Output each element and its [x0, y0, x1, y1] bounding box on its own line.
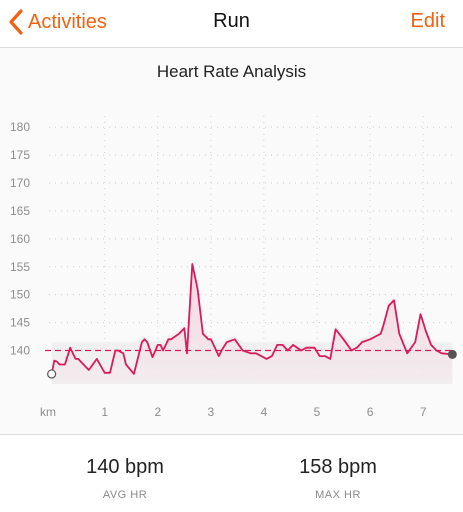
end-point-marker	[447, 349, 457, 359]
y-tick-label: 180	[10, 120, 30, 134]
y-tick-label: 150	[10, 288, 30, 302]
x-tick-label: 3	[208, 405, 215, 419]
divider	[0, 434, 463, 435]
x-tick-label: 4	[261, 405, 268, 419]
avg-hr-value: 140 bpm	[86, 456, 164, 478]
heart-rate-chart: 180 175 170 165 160 155 150 145 140 km 1 2 3 4 5 6 7	[0, 96, 463, 434]
avg-hr-stat: 140 bpm AVG HR	[35, 456, 215, 501]
x-tick-label: 5	[314, 405, 321, 419]
max-hr-stat: 158 bpm MAX HR	[248, 456, 428, 501]
y-tick-label: 155	[10, 260, 30, 274]
x-tick-label: 6	[367, 405, 374, 419]
y-tick-label: 160	[10, 232, 30, 246]
y-tick-label: 170	[10, 176, 30, 190]
navigation-bar: Activities Run Edit	[0, 0, 463, 44]
x-tick-label: 7	[420, 405, 427, 419]
y-tick-label: 175	[10, 148, 30, 162]
max-hr-label: MAX HR	[315, 489, 361, 501]
chevron-left-icon	[8, 9, 24, 35]
heart-rate-line	[50, 263, 453, 375]
section-title: Heart Rate Analysis	[156, 62, 307, 81]
stats-panel: 140 bpm AVG HR 158 bpm MAX HR	[0, 436, 463, 512]
y-tick-label: 165	[10, 204, 30, 218]
start-point-marker	[47, 369, 57, 379]
page-title: Run	[213, 10, 250, 32]
area-fill	[51, 264, 453, 384]
divider	[0, 47, 463, 48]
heart-rate-chart-svg: 180 175 170 165 160 155 150 145 140 km 1 2 3 4 5 6 7	[10, 116, 457, 419]
y-tick-label: 140	[10, 344, 30, 358]
x-tick-label: 1	[101, 405, 108, 419]
y-tick-label: 145	[10, 316, 30, 330]
x-axis-unit-label: km	[40, 405, 56, 419]
edit-button[interactable]: Edit	[410, 10, 445, 32]
avg-hr-label: AVG HR	[102, 489, 148, 501]
x-tick-label: 2	[154, 405, 161, 419]
back-button[interactable]: Activities	[8, 8, 107, 36]
section-header: Heart Rate Analysis	[0, 48, 463, 96]
max-hr-value: 158 bpm	[299, 456, 377, 478]
back-label: Activities	[28, 10, 107, 33]
